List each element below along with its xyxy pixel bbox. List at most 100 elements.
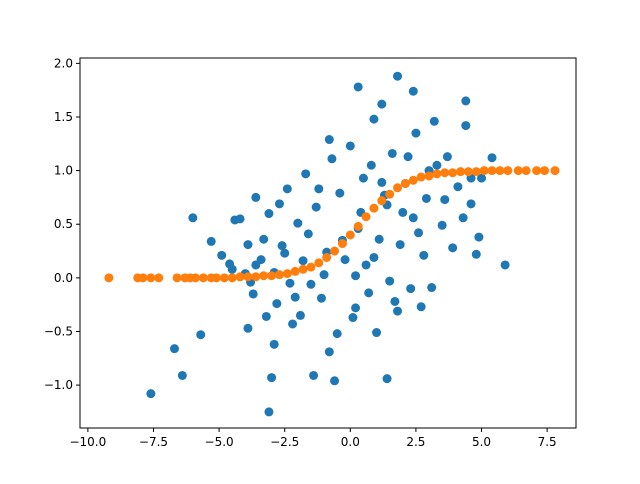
data-point bbox=[243, 240, 253, 250]
data-point bbox=[351, 303, 361, 313]
data-point bbox=[364, 288, 374, 298]
data-point bbox=[369, 203, 379, 213]
data-point bbox=[227, 273, 237, 283]
data-point bbox=[366, 160, 376, 170]
series-0 bbox=[146, 71, 510, 417]
data-point bbox=[393, 306, 403, 316]
data-point bbox=[419, 250, 429, 260]
data-point bbox=[316, 293, 326, 303]
data-point bbox=[487, 166, 497, 176]
data-point bbox=[351, 271, 361, 281]
data-point bbox=[387, 148, 397, 158]
data-point bbox=[361, 260, 371, 270]
data-point bbox=[280, 248, 290, 258]
data-point bbox=[429, 116, 439, 126]
x-tick-label: 5.0 bbox=[472, 435, 491, 449]
data-point bbox=[235, 214, 245, 224]
data-point bbox=[377, 177, 387, 187]
data-point bbox=[243, 272, 253, 282]
x-tick-label: −10.0 bbox=[69, 435, 106, 449]
data-point bbox=[408, 213, 418, 223]
data-point bbox=[274, 199, 284, 209]
data-point bbox=[104, 273, 114, 283]
data-point bbox=[416, 172, 426, 182]
data-point bbox=[487, 153, 497, 163]
data-point bbox=[259, 271, 269, 281]
y-tick-label: −0.5 bbox=[44, 324, 73, 338]
data-point bbox=[377, 99, 387, 109]
data-point bbox=[196, 330, 206, 340]
data-point bbox=[403, 152, 413, 162]
data-point bbox=[288, 319, 298, 329]
data-point bbox=[448, 243, 458, 253]
data-point bbox=[550, 166, 560, 176]
data-point bbox=[311, 202, 321, 212]
y-axis: −1.0 −0.5 0.0 0.5 1.0 1.5 2.0 bbox=[44, 56, 80, 392]
data-point bbox=[290, 266, 300, 276]
data-point bbox=[269, 339, 279, 349]
data-point bbox=[348, 313, 358, 323]
data-point bbox=[337, 239, 347, 249]
y-tick-label: 1.0 bbox=[54, 164, 73, 178]
data-point bbox=[353, 221, 363, 231]
data-point bbox=[248, 289, 258, 299]
data-point bbox=[385, 276, 395, 286]
data-point bbox=[406, 284, 416, 294]
data-point bbox=[330, 376, 340, 386]
data-point bbox=[274, 270, 284, 280]
data-point bbox=[377, 196, 387, 206]
data-point bbox=[414, 228, 424, 238]
data-point bbox=[261, 311, 271, 321]
data-marks bbox=[104, 71, 560, 417]
data-point bbox=[293, 218, 303, 228]
data-point bbox=[188, 213, 198, 223]
data-point bbox=[361, 212, 371, 222]
data-point bbox=[440, 168, 450, 178]
data-point bbox=[324, 347, 334, 357]
data-point bbox=[303, 229, 313, 239]
data-point bbox=[448, 168, 458, 178]
data-point bbox=[385, 189, 395, 199]
data-point bbox=[146, 273, 156, 283]
data-point bbox=[172, 273, 182, 283]
data-point bbox=[393, 71, 403, 81]
data-point bbox=[421, 193, 431, 203]
data-point bbox=[314, 184, 324, 194]
x-tick-label: −2.5 bbox=[270, 435, 299, 449]
x-tick-label: 2.5 bbox=[406, 435, 425, 449]
data-point bbox=[206, 236, 216, 246]
data-point bbox=[432, 160, 442, 170]
data-point bbox=[495, 166, 505, 176]
data-point bbox=[327, 154, 337, 164]
x-axis: −10.0 −7.5 −5.0 −2.5 0.0 2.5 5.0 7.5 bbox=[69, 428, 557, 449]
data-point bbox=[259, 234, 269, 244]
data-point bbox=[479, 166, 489, 176]
data-point bbox=[282, 184, 292, 194]
y-tick-label: −1.0 bbox=[44, 378, 73, 392]
data-point bbox=[461, 121, 471, 131]
data-point bbox=[390, 296, 400, 306]
x-tick-label: 0.0 bbox=[341, 435, 360, 449]
data-point bbox=[432, 169, 442, 179]
data-point bbox=[382, 374, 392, 384]
data-point bbox=[290, 292, 300, 302]
data-point bbox=[251, 192, 261, 202]
data-point bbox=[500, 260, 510, 270]
data-point bbox=[301, 169, 311, 179]
x-tick-label: −7.5 bbox=[139, 435, 168, 449]
data-point bbox=[398, 207, 408, 217]
data-point bbox=[251, 272, 261, 282]
data-point bbox=[177, 370, 187, 380]
data-point bbox=[458, 213, 468, 223]
data-point bbox=[369, 252, 379, 262]
data-point bbox=[282, 269, 292, 279]
series-1 bbox=[104, 166, 560, 283]
data-point bbox=[340, 255, 350, 265]
data-point bbox=[324, 135, 334, 145]
data-point bbox=[408, 86, 418, 96]
data-point bbox=[243, 323, 253, 333]
data-point bbox=[471, 249, 481, 259]
data-point bbox=[314, 258, 324, 268]
data-point bbox=[374, 234, 384, 244]
